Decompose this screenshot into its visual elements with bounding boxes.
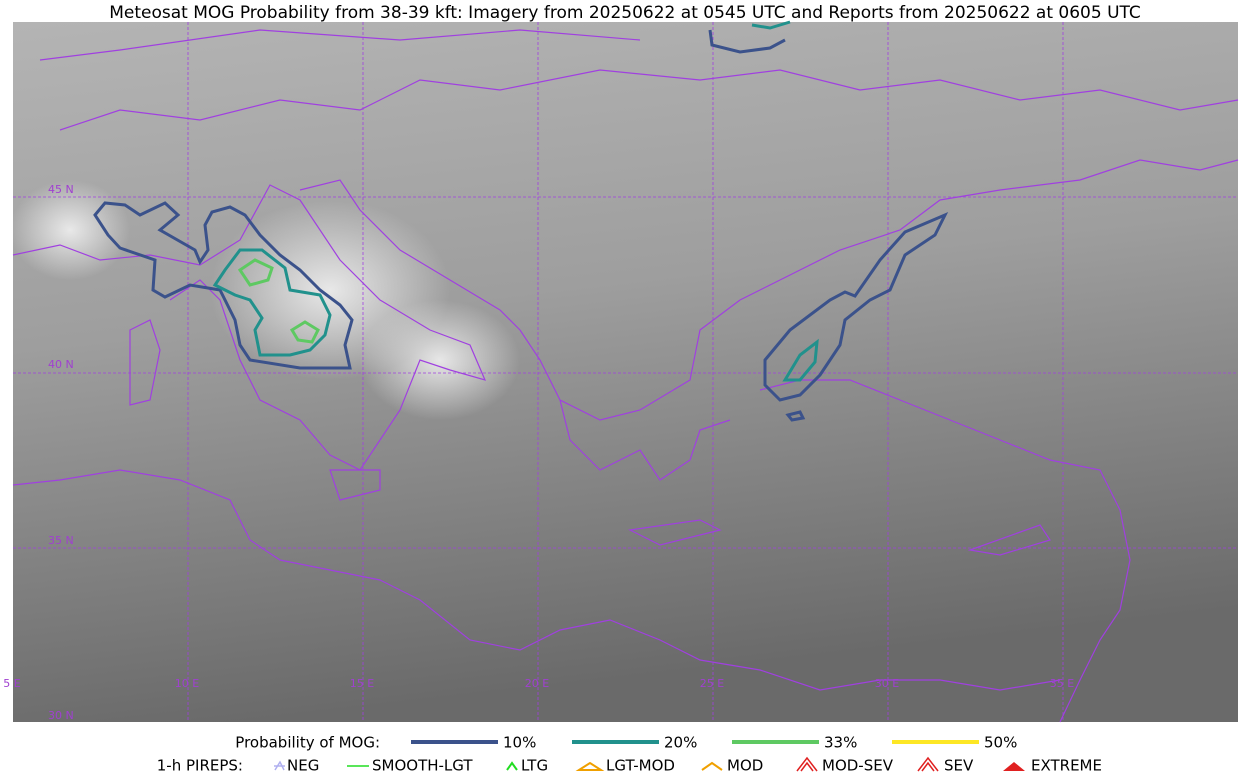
legend-label: EXTREME [1031,757,1102,775]
legend-label: MOD [727,757,763,775]
legend-label: 20% [664,734,697,752]
graticule [13,22,1238,722]
legend-icon [575,761,605,771]
lon-label: 5 E [3,677,20,690]
lon-label: 35 E [1050,677,1074,690]
lat-label: 40 N [48,358,74,371]
legend-label: MOD-SEV [822,757,894,775]
cloud [360,300,520,420]
lon-label: 25 E [700,677,724,690]
lon-label: 30 E [875,677,899,690]
legend-icon [701,761,723,771]
legend-label: LTG [521,757,548,775]
map: 45 N 40 N 35 N 30 N 5 E 10 E 15 E 20 E 2… [3,20,1239,723]
legend-label: LGT-MOD [606,757,675,775]
legend-label: NEG [287,757,319,775]
legend-icon [506,761,518,771]
legend-label: 10% [503,734,536,752]
legend-icon [917,756,939,772]
satellite-image [13,22,1238,722]
contours [93,20,949,422]
legend-heading: Probability of MOG: [235,734,380,752]
cloud [10,180,130,280]
title: Meteosat MOG Probability from 38-39 kft:… [109,3,1141,23]
legend-heading: 1-h PIREPS: [157,757,243,775]
legend-icon [274,760,285,771]
legend-label: SMOOTH-LGT [372,757,473,775]
lat-label: 45 N [48,183,74,196]
legend-icon [796,756,818,772]
lat-label: 35 N [48,534,74,547]
legend-label: 33% [824,734,857,752]
lat-label: 30 N [48,709,74,722]
grid-labels: 45 N 40 N 35 N 30 N 5 E 10 E 15 E 20 E 2… [3,183,1074,722]
legend: Probability of MOG: 10% 20% 33% 50% 1-h … [157,734,1102,775]
lon-label: 20 E [525,677,549,690]
coastlines [12,29,1239,723]
lon-label: 15 E [350,677,374,690]
legend-label: SEV [944,757,974,775]
legend-icon [1003,762,1025,771]
legend-label: 50% [984,734,1017,752]
lon-label: 10 E [175,677,199,690]
